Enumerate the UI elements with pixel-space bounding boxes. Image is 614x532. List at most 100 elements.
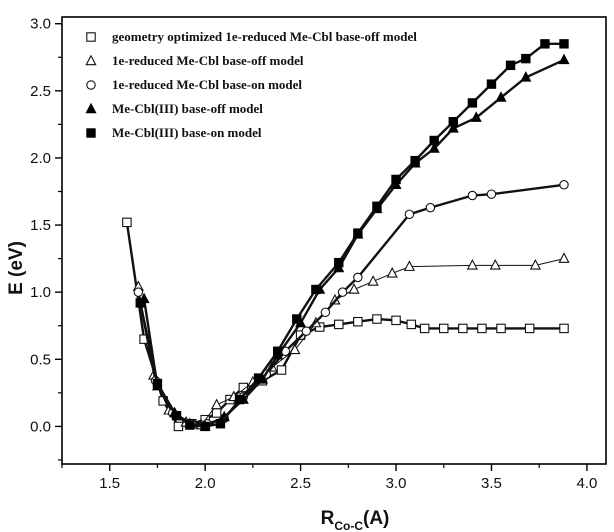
series-5-point [467, 98, 478, 108]
x-tick-label: 3.5 [481, 475, 502, 492]
series-5-point [410, 155, 420, 166]
series-5-point [272, 346, 283, 356]
series-2-point [558, 252, 570, 263]
y-tick-label: 2.5 [30, 83, 51, 100]
y-tick-label: 0.5 [30, 351, 51, 368]
series-4-point [428, 142, 440, 153]
series-5-point [540, 39, 550, 49]
series-1-point [496, 323, 506, 334]
series-5-point [334, 257, 344, 268]
series-2-point [529, 258, 541, 270]
legend: geometry optimized 1e-reduced Me-Cbl bas… [85, 29, 417, 140]
series-1 [122, 217, 569, 432]
x-tick-label: 2.5 [290, 475, 311, 492]
x-axis-title-subscript: Co-C [334, 519, 363, 532]
x-axis-title: RCo-C(A) [321, 508, 390, 532]
legend-marker-2 [85, 54, 97, 66]
legend-marker-4 [85, 102, 97, 114]
series-5-point [215, 419, 226, 429]
y-axis-title: E (eV) [6, 241, 27, 295]
series-1-point [334, 319, 344, 330]
x-axis-title-unit: (A) [363, 508, 389, 529]
legend-label-1: geometry optimized 1e-reduced Me-Cbl bas… [112, 29, 417, 44]
series-5-point [521, 53, 531, 64]
series-3-point [425, 202, 436, 213]
series-5-point [391, 174, 401, 185]
legend-marker-5 [86, 128, 96, 138]
series-1-point [419, 323, 430, 334]
series-2-point [466, 258, 478, 270]
x-axis-title-main: R [321, 508, 335, 529]
series-2-point [367, 275, 379, 286]
series-2-point [289, 343, 301, 355]
y-tick-label: 1.5 [30, 217, 51, 234]
x-tick-label: 2.0 [195, 475, 216, 492]
series-1-point [391, 315, 401, 326]
series-5-point [171, 410, 182, 421]
series-3-point [404, 209, 415, 220]
series-5-point [559, 39, 569, 49]
x-tick-label: 4.0 [576, 475, 597, 492]
series-5-point [234, 394, 245, 405]
series-2-point [348, 283, 360, 294]
series-5-point [353, 228, 363, 238]
series-5-point [185, 420, 195, 430]
series-1-point [524, 323, 535, 334]
series-2-point [489, 258, 501, 270]
series-5-point [292, 314, 302, 324]
series-1-point [353, 316, 363, 327]
series-1-point [276, 365, 287, 375]
y-tick-label: 0.0 [30, 418, 51, 435]
series-3 [133, 180, 569, 429]
y-tick-label: 2.0 [30, 150, 51, 167]
series-5-point [253, 373, 264, 383]
series-4-point [495, 91, 507, 102]
series-3-point [486, 189, 497, 199]
series-1-point [458, 323, 468, 334]
series-3-point [353, 272, 363, 283]
series-3-point [301, 326, 312, 336]
series-3-point [467, 190, 478, 201]
series-2-point [210, 398, 223, 410]
legend-label-4: Me-Cbl(III) base-off model [112, 101, 263, 116]
series-2-point [403, 260, 416, 271]
legend-label-5: Me-Cbl(III) base-on model [112, 125, 262, 140]
series-3-point [559, 180, 569, 190]
x-tick-label: 3.0 [386, 475, 407, 492]
series-5-point [135, 298, 145, 308]
series-1-point [122, 217, 132, 228]
series-4-point [520, 71, 532, 82]
x-tick-label: 1.5 [99, 475, 120, 492]
series-3-line [137, 183, 565, 425]
y-tick-label: 1.0 [30, 284, 51, 301]
series-2-point [386, 267, 398, 278]
series-1-point [372, 314, 382, 324]
series-5-point [311, 284, 321, 295]
series-4-point [447, 122, 459, 133]
series-3-point [320, 307, 331, 318]
series-1-point [439, 323, 449, 334]
series-3-point [337, 287, 348, 297]
series-1-point [211, 408, 222, 418]
series-5-point [505, 60, 516, 71]
legend-label-2: 1e-reduced Me-Cbl base-off model [112, 53, 304, 68]
series-1-point [477, 323, 487, 334]
y-tick-label: 3.0 [30, 16, 51, 33]
series-5-point [486, 79, 497, 89]
plot-frame [61, 16, 607, 465]
series-5-point [448, 117, 458, 127]
series-5-point [152, 378, 163, 389]
series-5-point [429, 135, 439, 146]
legend-label-3: 1e-reduced Me-Cbl base-on model [112, 77, 302, 92]
axes: 1.5 2.0 2.5 3.0 3.5 4.0 0.0 0.5 1.0 1.5 2.0 2.5 3.0 [30, 16, 607, 492]
series-2 [132, 252, 570, 430]
series-1-point [238, 382, 249, 393]
series-1-point [559, 323, 569, 334]
series-1-point [406, 319, 417, 330]
series-layer [122, 39, 570, 432]
series-4-point [558, 53, 570, 65]
series-5-point [200, 421, 210, 432]
series-4-point [470, 111, 482, 122]
